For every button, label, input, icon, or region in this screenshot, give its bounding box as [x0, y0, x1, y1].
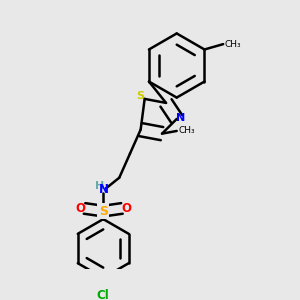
Text: S: S	[99, 205, 108, 218]
Text: Cl: Cl	[97, 289, 110, 300]
Text: N: N	[98, 183, 109, 196]
Text: N: N	[176, 112, 185, 123]
Text: CH₃: CH₃	[178, 127, 195, 136]
Text: H: H	[94, 181, 104, 191]
Text: O: O	[76, 202, 85, 215]
Text: S: S	[136, 91, 145, 101]
Text: O: O	[121, 202, 131, 215]
Text: CH₃: CH₃	[224, 40, 241, 49]
